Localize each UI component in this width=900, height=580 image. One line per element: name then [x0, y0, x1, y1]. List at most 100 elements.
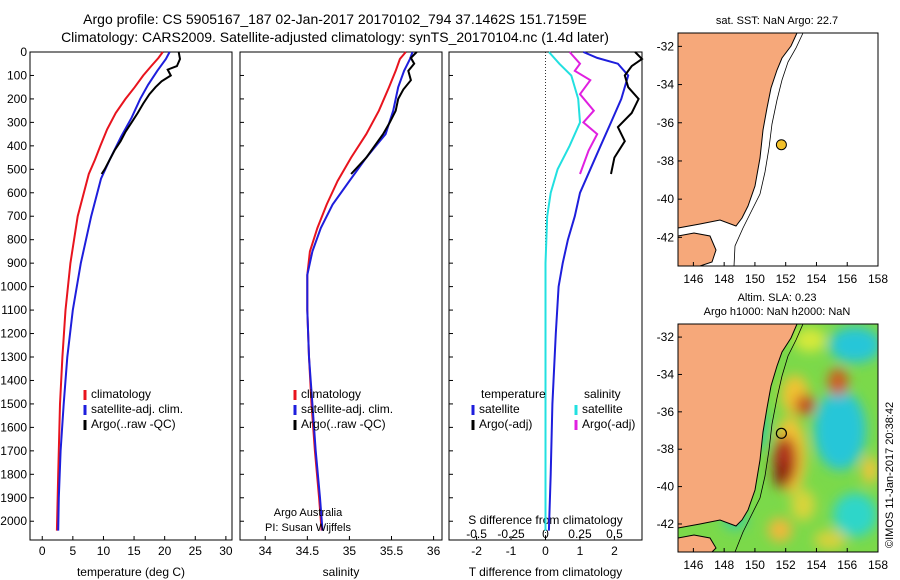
sla-map-land-mainland — [678, 324, 798, 529]
series-argo-raw-qc- — [350, 51, 418, 175]
map-x-tick-label: 152 — [776, 272, 796, 286]
sla-map-argo-point — [775, 427, 787, 439]
x-top-tick-label: 0 — [542, 527, 549, 541]
y-tick-label: 500 — [7, 162, 27, 176]
legend-label: salinity — [584, 387, 621, 401]
sla-map-land-tasmania — [678, 534, 717, 552]
y-tick-label: 1400 — [0, 373, 27, 387]
map-y-tick-label: -32 — [657, 330, 675, 344]
map-y-tick-label: -32 — [657, 39, 675, 53]
sla-map-title-line2: Argo h1000: NaN h2000: NaN — [704, 306, 851, 318]
series-argo-raw-qc- — [100, 51, 182, 175]
y-tick-label: 1500 — [0, 397, 27, 411]
x-tick-label: 35.5 — [380, 544, 404, 558]
sst-map-land-tasmania — [677, 232, 717, 267]
sst-map-isobath — [733, 32, 804, 267]
map-x-tick-label: 154 — [806, 272, 826, 286]
legend-label: satellite-adj. clim. — [91, 402, 183, 416]
map-x-tick-label: 146 — [683, 558, 703, 572]
legend-label: Argo(-adj) — [582, 417, 635, 431]
map-y-tick-label: -42 — [657, 230, 675, 244]
map-y-tick-label: -40 — [657, 192, 675, 206]
map-y-tick-label: -36 — [657, 405, 675, 419]
map-y-tick-label: -38 — [657, 442, 675, 456]
x-top-tick-label: 0.5 — [606, 527, 623, 541]
y-tick-label: 300 — [7, 115, 27, 129]
legend-label: Argo(..raw -QC) — [301, 417, 386, 431]
x-tick-label: 0 — [542, 544, 549, 558]
x-tick-label: 34 — [259, 544, 273, 558]
figure-title-line1: Argo profile: CS 5905167_187 02-Jan-2017… — [83, 11, 587, 27]
series-argo-adj- — [568, 51, 599, 175]
sla-map: Altim. SLA: 0.23 Argo h1000: NaN h2000: … — [657, 292, 889, 572]
map-x-tick-label: 152 — [776, 558, 796, 572]
legend-label: Argo(-adj) — [479, 417, 532, 431]
x-tick-label: 2 — [611, 544, 618, 558]
y-tick-label: 800 — [7, 233, 27, 247]
panel-frame-0 — [29, 51, 233, 541]
y-tick-label: 1100 — [1, 303, 27, 317]
imos-credit: ©IMOS 11-Jan-2017 20:38:42 — [884, 402, 896, 548]
y-tick-label: 1800 — [0, 467, 27, 481]
map-y-tick-label: -42 — [657, 517, 675, 531]
sst-map-land-mainland — [677, 32, 798, 229]
series-satellite-adj-clim- — [306, 51, 414, 531]
legend-label: temperature — [481, 387, 546, 401]
difference-panel: -2 -1 0 1 2-0.5 -0.25 0 0.25 0.5S difference fro… — [448, 51, 644, 579]
map-y-tick-label: -34 — [657, 367, 675, 381]
x-tick-label: 20 — [158, 544, 172, 558]
sst-map-argo-point — [775, 139, 787, 151]
x-tick-label: -1 — [506, 544, 517, 558]
series-climatology — [55, 51, 164, 531]
sla-map-title-line1: Altim. SLA: 0.23 — [738, 292, 817, 304]
y-tick-label: 2000 — [0, 514, 27, 528]
series-climatology — [306, 51, 407, 531]
map-x-tick-label: 146 — [683, 272, 703, 286]
legend-label: climatology — [91, 387, 151, 401]
x-top-tick-label: -0.25 — [497, 527, 525, 541]
y-tick-label: 900 — [7, 256, 27, 270]
y-tick-label: 1300 — [0, 350, 27, 364]
y-tick-label: 1600 — [0, 420, 27, 434]
x-top-tick-label: -0.5 — [466, 527, 487, 541]
argo-note-line1: Argo Australia — [274, 507, 343, 519]
y-tick-label: 100 — [7, 68, 27, 82]
legend-label: satellite — [479, 402, 520, 416]
temperature-panel: 0 5 10 15 20 25 300100200300400500600700800900… — [0, 45, 233, 579]
map-x-tick-label: 148 — [714, 272, 734, 286]
map-y-tick-label: -34 — [657, 78, 675, 92]
figure-title-line2: Climatology: CARS2009. Satellite-adjuste… — [61, 29, 609, 45]
map-x-tick-label: 158 — [868, 558, 888, 572]
y-tick-label: 1900 — [0, 491, 27, 505]
y-tick-label: 400 — [7, 139, 27, 153]
series-satellite — [547, 51, 630, 531]
y-tick-label: 1000 — [0, 280, 27, 294]
y-tick-label: 600 — [7, 186, 27, 200]
x-tick-label: 30 — [219, 544, 233, 558]
y-tick-label: 1700 — [0, 444, 27, 458]
map-x-tick-label: 158 — [868, 272, 888, 286]
map-x-tick-label: 154 — [806, 558, 826, 572]
map-x-tick-label: 156 — [837, 558, 857, 572]
map-y-tick-label: -36 — [657, 116, 675, 130]
series-argo-adj- — [610, 51, 644, 175]
x-tick-label: 10 — [97, 544, 111, 558]
map-x-tick-label: 156 — [837, 272, 857, 286]
x-tick-label: 1 — [577, 544, 584, 558]
sla-heatmap — [678, 324, 878, 552]
map-y-tick-label: -40 — [657, 480, 675, 494]
series-satellite-adj-clim- — [57, 51, 171, 531]
legend-label: Argo(..raw -QC) — [91, 417, 176, 431]
x-axis-label: salinity — [323, 565, 360, 579]
x-axis-label: temperature (deg C) — [77, 565, 185, 579]
x-tick-label: 35 — [343, 544, 357, 558]
y-tick-label: 700 — [7, 209, 27, 223]
map-x-tick-label: 148 — [714, 558, 734, 572]
panel-frame-1 — [239, 51, 443, 541]
x-tick-label: 34.5 — [296, 544, 320, 558]
sla-map-frame — [677, 323, 879, 553]
legend-label: satellite-adj. clim. — [301, 402, 393, 416]
map-x-tick-label: 150 — [745, 558, 765, 572]
x-tick-label: 25 — [189, 544, 203, 558]
